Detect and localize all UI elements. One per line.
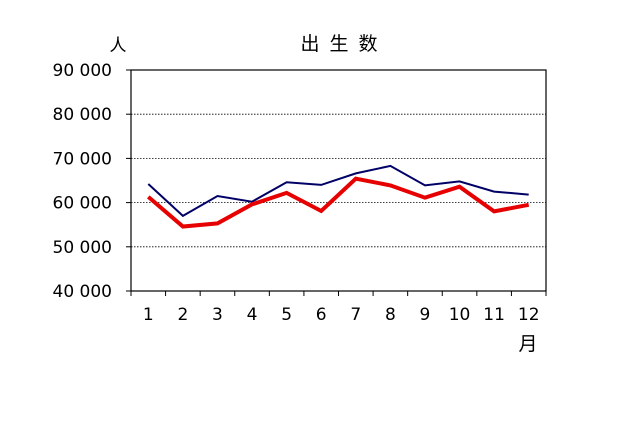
- y-tick-label: 90 000: [53, 61, 112, 81]
- x-axis-ticks: 1 2 3 4 5 6 7 8 9 10 11 12: [130, 291, 547, 325]
- x-tick-label: 10: [449, 305, 471, 325]
- y-axis-unit-label: 人: [110, 36, 127, 56]
- x-tick-label: 11: [483, 305, 505, 325]
- y-tick-label: 40 000: [53, 282, 112, 302]
- series-line-1: [147, 164, 529, 218]
- x-tick-label: 2: [177, 305, 188, 325]
- x-tick-label: 7: [350, 305, 361, 325]
- x-tick-label: 1: [143, 305, 154, 325]
- plot-area-border: [130, 69, 547, 292]
- chart-title: 出 生 数: [300, 33, 379, 55]
- y-tick-label: 50 000: [53, 238, 112, 258]
- y-tick-label: 60 000: [53, 194, 112, 214]
- x-axis-unit-label: 月: [518, 333, 537, 355]
- y-tick-label: 80 000: [53, 105, 112, 125]
- x-tick-label: 9: [420, 305, 431, 325]
- x-tick-label: 12: [518, 305, 540, 325]
- series-line-2: [146, 176, 530, 229]
- y-axis-ticks: 40 000 50 000 60 000 70 000 80 000 90 000: [53, 61, 131, 302]
- x-tick-label: 4: [247, 305, 258, 325]
- gridlines: [131, 113, 546, 248]
- y-tick-label: 70 000: [53, 149, 112, 169]
- x-tick-label: 5: [281, 305, 292, 325]
- x-tick-label: 6: [316, 305, 327, 325]
- x-tick-label: 8: [385, 305, 396, 325]
- series-lines: [146, 164, 530, 229]
- x-tick-label: 3: [212, 305, 223, 325]
